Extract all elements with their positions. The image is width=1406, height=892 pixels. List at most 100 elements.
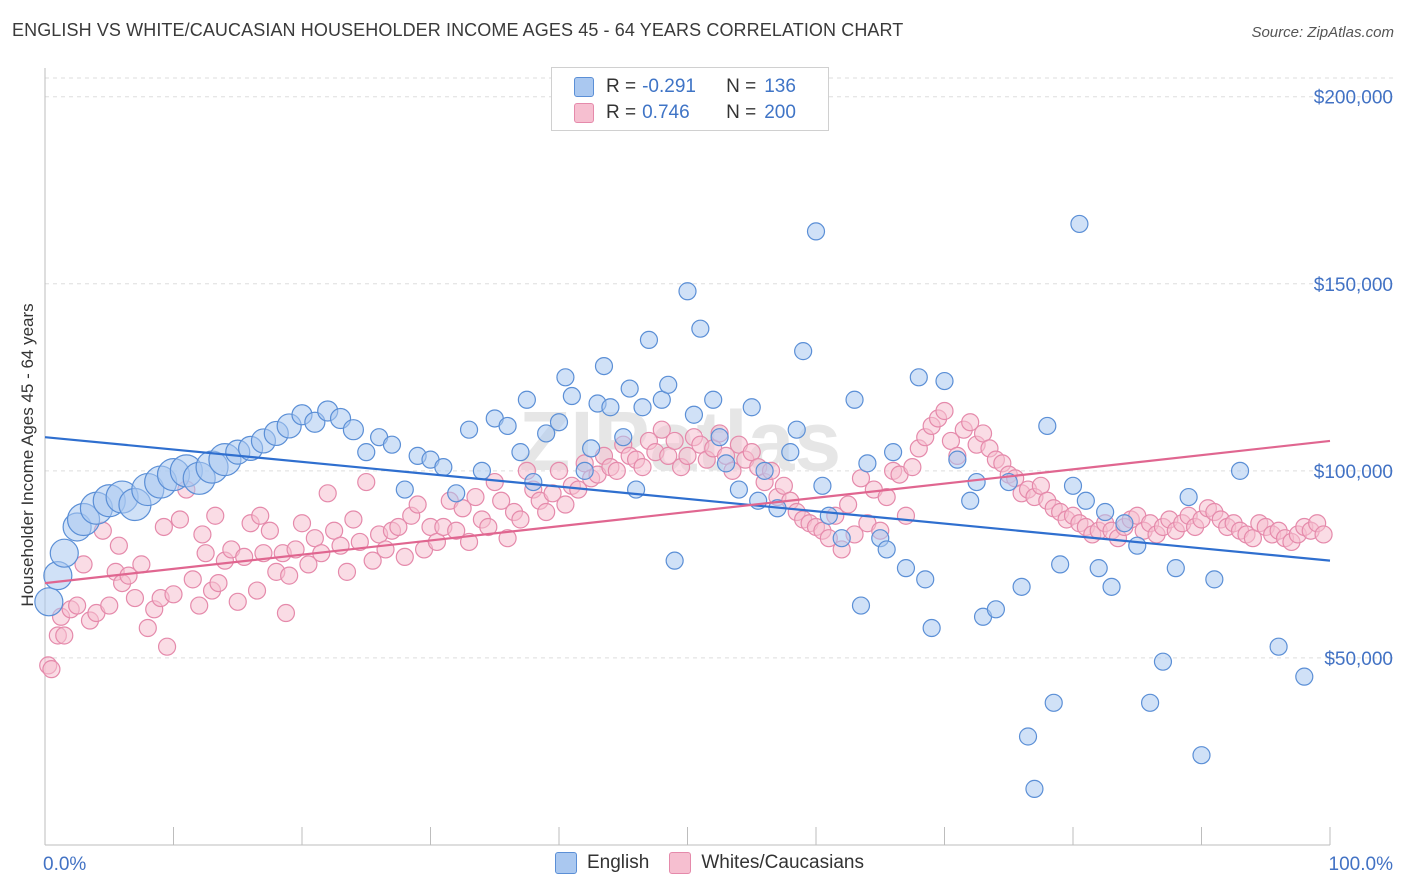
data-point-whites	[157, 637, 177, 656]
data-point-whites	[408, 495, 427, 514]
data-point-english	[537, 424, 556, 443]
data-point-english	[742, 398, 761, 417]
r-value-english: -0.291	[642, 76, 696, 97]
data-point-english	[1153, 652, 1173, 671]
data-point-whites	[68, 596, 87, 615]
data-point-whites	[247, 581, 267, 600]
data-point-whites	[742, 443, 761, 462]
data-point-english	[633, 398, 652, 417]
data-point-english	[967, 472, 986, 492]
data-point-english	[916, 570, 935, 589]
data-point-english	[1070, 214, 1089, 234]
data-point-whites	[280, 566, 299, 585]
data-point-english	[511, 443, 530, 462]
data-point-english	[1205, 570, 1224, 589]
data-point-whites	[376, 540, 395, 559]
n-label: N =	[726, 76, 757, 97]
y-tick-label: $150,000	[1314, 275, 1393, 296]
whites-swatch-icon	[574, 103, 594, 123]
data-point-english	[498, 416, 517, 436]
data-point-whites	[357, 472, 376, 492]
data-point-whites	[543, 484, 562, 503]
data-point-english	[575, 461, 594, 480]
n-label: N =	[726, 102, 757, 123]
data-point-whites	[665, 431, 684, 451]
data-point-whites	[209, 573, 228, 593]
data-point-whites	[389, 517, 408, 537]
data-point-whites	[183, 570, 202, 589]
data-point-whites	[447, 521, 466, 540]
data-point-english	[909, 368, 928, 387]
data-point-whites	[427, 532, 447, 552]
legend-item-english[interactable]: English	[555, 852, 649, 874]
data-point-whites	[556, 495, 575, 514]
data-point-english	[459, 420, 479, 439]
data-point-english	[659, 375, 678, 394]
data-point-whites	[941, 431, 961, 451]
data-point-english	[1140, 693, 1160, 712]
data-point-whites	[511, 510, 530, 529]
data-point-english	[922, 618, 941, 638]
legend-row-english: R = -0.291 N = 136	[574, 74, 796, 100]
data-point-whites	[125, 588, 145, 608]
data-point-whites	[286, 540, 305, 559]
legend-label-whites: Whites/Caucasians	[701, 852, 864, 873]
x-tick-label: 0.0%	[43, 854, 86, 875]
data-point-whites	[100, 596, 119, 615]
data-point-english	[357, 443, 376, 462]
data-point-english	[395, 480, 414, 499]
data-point-english	[582, 439, 601, 458]
data-point-whites	[877, 487, 896, 507]
data-point-whites	[235, 547, 254, 567]
data-point-english	[1076, 491, 1095, 510]
english-swatch-icon	[574, 77, 594, 97]
data-point-english	[1089, 559, 1108, 578]
data-point-english	[1128, 536, 1147, 555]
data-point-whites	[325, 521, 344, 540]
data-point-english	[49, 538, 79, 568]
data-point-whites	[74, 555, 93, 574]
data-point-english	[781, 443, 800, 462]
legend-item-whites[interactable]: Whites/Caucasians	[669, 852, 864, 874]
data-point-english	[1038, 416, 1057, 436]
data-point-whites	[190, 596, 209, 615]
series-english	[34, 214, 1314, 798]
data-point-english	[601, 398, 620, 417]
data-point-whites	[498, 529, 517, 548]
trend-lines	[44, 436, 1331, 585]
data-point-whites	[961, 413, 980, 432]
data-point-whites	[251, 506, 270, 525]
data-point-english	[1102, 577, 1121, 596]
data-point-english	[434, 458, 453, 477]
data-point-english	[1166, 559, 1185, 578]
data-point-whites	[851, 469, 871, 488]
data-point-english	[1044, 693, 1063, 712]
data-point-whites	[1314, 525, 1333, 544]
data-point-whites	[549, 461, 569, 480]
grid-lines	[45, 77, 1395, 659]
data-point-whites	[206, 506, 225, 525]
data-point-whites	[774, 476, 793, 495]
whites-legend-icon	[669, 852, 692, 874]
data-point-whites	[607, 461, 626, 480]
data-point-whites	[109, 536, 128, 555]
data-point-english	[652, 390, 671, 409]
data-point-whites	[132, 555, 151, 574]
data-point-english	[1230, 461, 1250, 480]
data-point-whites	[903, 458, 922, 477]
axis-labels: $50,000 $100,000 $150,000 $200,000 0.0% 100.0…	[18, 88, 1393, 875]
data-point-whites	[973, 424, 993, 443]
data-point-whites	[318, 484, 337, 503]
data-point-english	[858, 454, 877, 473]
data-point-english	[755, 461, 774, 480]
data-point-english	[1192, 746, 1211, 765]
data-point-english	[678, 282, 697, 301]
data-point-english	[1096, 502, 1115, 522]
data-point-english	[1179, 487, 1198, 507]
data-point-whites	[138, 618, 157, 638]
data-point-english	[639, 330, 659, 350]
data-point-english	[710, 428, 729, 447]
data-point-english	[1012, 577, 1031, 596]
data-point-english	[472, 461, 491, 480]
